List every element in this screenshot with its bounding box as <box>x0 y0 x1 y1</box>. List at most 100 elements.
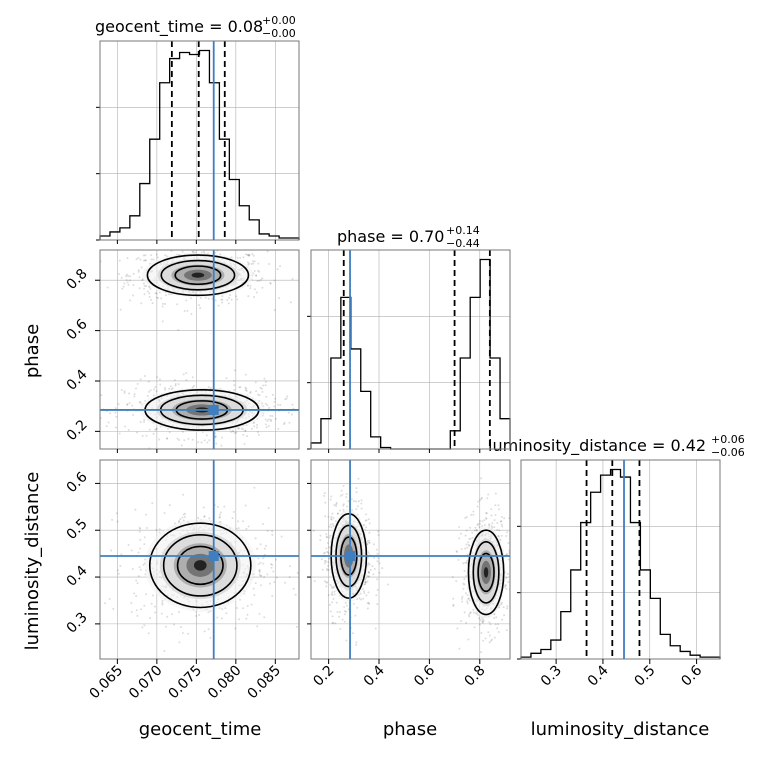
sample-point <box>182 519 185 522</box>
sample-point <box>203 515 206 518</box>
sample-point <box>500 534 503 537</box>
sample-point <box>114 407 117 410</box>
sample-point <box>143 420 146 423</box>
sample-point <box>343 610 346 613</box>
sample-point <box>325 536 328 539</box>
sample-point <box>206 242 208 244</box>
sample-point <box>130 611 133 614</box>
sample-point <box>464 592 467 595</box>
sample-point <box>271 393 274 396</box>
sample-point <box>376 578 379 581</box>
sample-point <box>251 253 254 256</box>
sample-point <box>472 611 475 614</box>
sample-point <box>257 269 260 272</box>
sample-point <box>333 503 336 506</box>
sample-point <box>256 279 259 282</box>
sample-point <box>270 418 273 421</box>
sample-point <box>107 421 110 424</box>
sample-point <box>185 372 188 375</box>
sample-point <box>359 598 362 601</box>
sample-point <box>507 558 510 561</box>
sample-point <box>187 437 190 440</box>
y-tick-label-phase: 0.8 <box>64 266 91 293</box>
sample-point <box>214 435 217 438</box>
sample-point <box>357 500 360 503</box>
sample-point <box>364 581 367 584</box>
sample-point <box>512 590 514 592</box>
sample-point <box>345 493 348 496</box>
sample-point <box>191 250 194 253</box>
sample-point <box>256 547 259 550</box>
sample-point <box>245 435 248 438</box>
sample-point <box>350 498 353 501</box>
sample-point <box>214 251 217 254</box>
sample-point <box>126 257 129 260</box>
sample-point <box>158 378 161 381</box>
sample-point <box>305 263 307 265</box>
sample-point <box>143 259 146 262</box>
sample-point <box>155 390 158 393</box>
sample-point <box>161 603 164 606</box>
sample-point <box>186 309 189 312</box>
sample-point <box>357 477 360 480</box>
sample-point <box>249 287 252 290</box>
sample-point <box>214 432 217 435</box>
sample-point <box>271 530 274 533</box>
sample-point <box>261 286 264 289</box>
sample-point <box>108 597 111 600</box>
sample-point <box>481 621 484 624</box>
sample-point <box>321 568 324 571</box>
sample-point <box>484 637 487 640</box>
title-phase-upper: +0.14 <box>446 224 480 237</box>
sample-point <box>255 274 258 277</box>
sample-point <box>257 431 260 434</box>
sample-point <box>208 241 210 243</box>
sample-point <box>460 620 463 623</box>
sample-point <box>468 544 471 547</box>
sample-point <box>351 632 354 635</box>
sample-point <box>142 282 145 285</box>
sample-point <box>138 526 141 529</box>
sample-point <box>125 279 128 282</box>
sample-point <box>376 552 379 555</box>
contour-mode-0-1 <box>162 534 238 597</box>
sample-point <box>266 247 268 249</box>
sample-point <box>488 621 491 624</box>
sample-point <box>376 588 379 591</box>
sample-point <box>502 606 505 609</box>
sample-point <box>267 424 270 427</box>
sample-point <box>288 576 291 579</box>
panel-frame <box>520 459 721 660</box>
sample-point <box>339 627 342 630</box>
sample-point <box>270 563 273 566</box>
sample-point <box>141 279 144 282</box>
xlabel-geocent-time: geocent_time <box>139 719 262 740</box>
sample-point <box>483 524 486 527</box>
sample-point <box>253 425 256 428</box>
sample-point <box>487 493 490 496</box>
sample-point <box>474 526 477 529</box>
sample-point <box>137 270 140 273</box>
sample-point <box>467 638 470 641</box>
sample-point <box>464 561 467 564</box>
sample-point <box>332 524 335 527</box>
sample-point <box>242 256 245 259</box>
sample-point <box>332 516 335 519</box>
sample-point <box>139 568 142 571</box>
sample-point <box>481 620 484 623</box>
sample-point <box>332 621 335 624</box>
sample-point <box>336 512 339 515</box>
sample-point <box>230 430 233 433</box>
sample-point <box>208 439 211 442</box>
sample-point <box>463 578 466 581</box>
ylabel-luminosity-distance: luminosity_distance <box>22 472 43 651</box>
sample-point <box>472 513 475 516</box>
xlabel-phase: phase <box>383 719 437 740</box>
sample-point <box>367 591 370 594</box>
sample-point <box>233 379 236 382</box>
sample-point <box>178 439 181 442</box>
sample-point <box>328 536 331 539</box>
sample-point <box>494 504 497 507</box>
sample-point <box>143 287 146 290</box>
